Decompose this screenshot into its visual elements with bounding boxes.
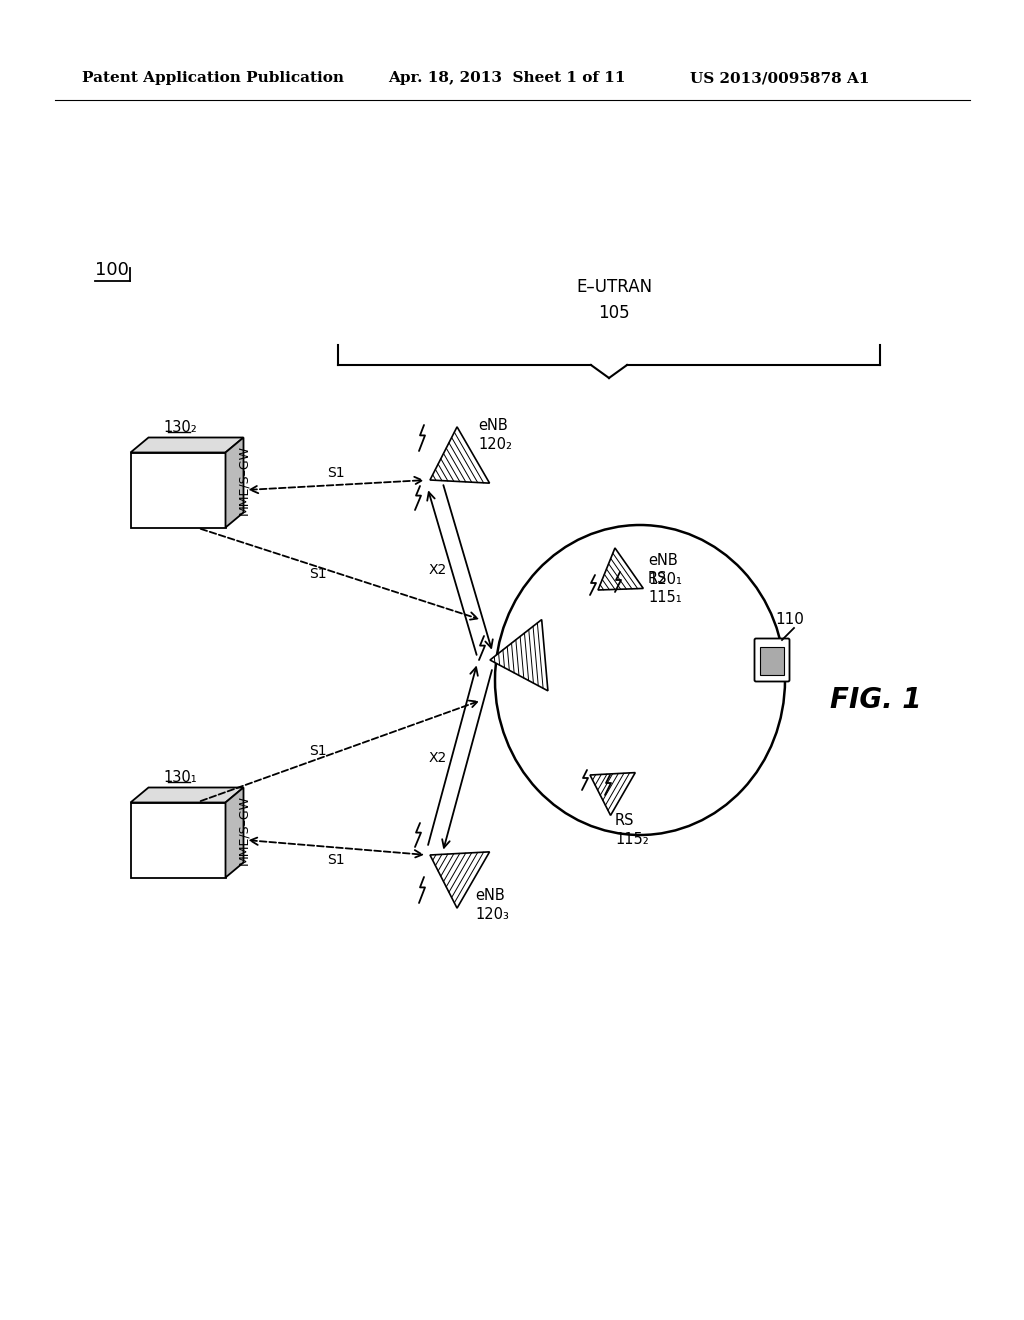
Text: eNB
120₂: eNB 120₂ (478, 417, 512, 453)
Text: Patent Application Publication: Patent Application Publication (82, 71, 344, 84)
Polygon shape (598, 548, 643, 590)
Polygon shape (130, 788, 244, 803)
Bar (130, 453, 225, 528)
Text: Apr. 18, 2013  Sheet 1 of 11: Apr. 18, 2013 Sheet 1 of 11 (388, 71, 626, 84)
Text: S1: S1 (309, 744, 327, 758)
Text: S1: S1 (328, 466, 345, 480)
Bar (130, 803, 225, 878)
Text: 130₂: 130₂ (163, 420, 197, 436)
Polygon shape (225, 788, 244, 878)
Polygon shape (590, 772, 635, 816)
Text: X2: X2 (429, 564, 447, 577)
Text: FIG. 1: FIG. 1 (830, 686, 922, 714)
Polygon shape (490, 619, 548, 690)
Text: US 2013/0095878 A1: US 2013/0095878 A1 (690, 71, 869, 84)
Text: MME/S–GW: MME/S–GW (238, 445, 251, 515)
Text: 110: 110 (775, 612, 804, 627)
Text: E–UTRAN
105: E–UTRAN 105 (575, 279, 652, 322)
Text: MME/S–GW: MME/S–GW (238, 795, 251, 865)
Text: S1: S1 (309, 568, 327, 581)
Text: 130₁: 130₁ (163, 770, 197, 785)
Polygon shape (225, 437, 244, 528)
Text: eNB
120₃: eNB 120₃ (475, 887, 509, 923)
Polygon shape (430, 426, 489, 483)
Text: RS
115₁: RS 115₁ (648, 570, 682, 606)
FancyBboxPatch shape (755, 639, 790, 681)
Text: RS
115₂: RS 115₂ (615, 813, 649, 847)
Text: eNB
120₁: eNB 120₁ (648, 553, 682, 587)
Text: X2: X2 (429, 751, 447, 764)
Text: 100: 100 (95, 261, 129, 279)
Polygon shape (130, 437, 244, 453)
Polygon shape (430, 851, 489, 908)
Text: S1: S1 (328, 853, 345, 866)
Bar (760, 647, 784, 675)
